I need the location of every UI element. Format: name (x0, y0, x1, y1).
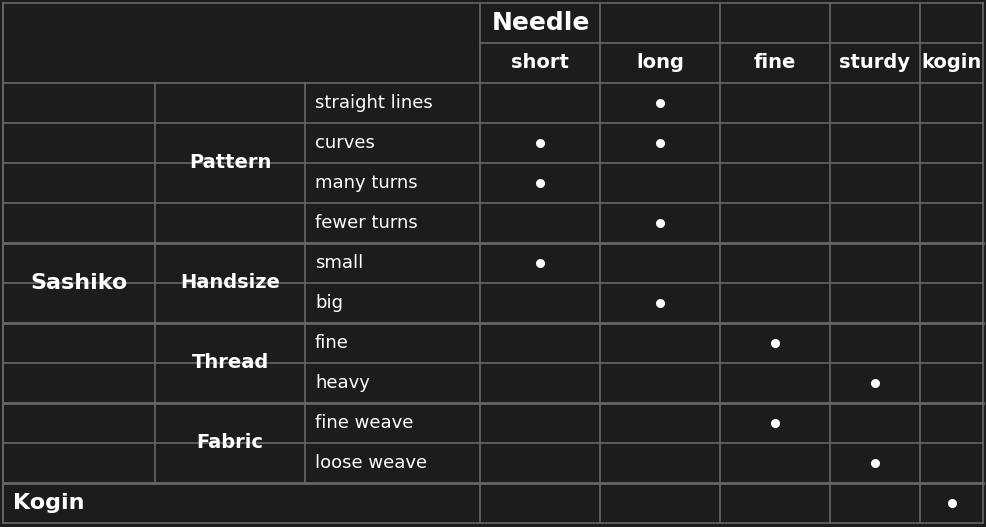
Text: heavy: heavy (315, 374, 370, 392)
Text: short: short (511, 54, 569, 73)
Text: straight lines: straight lines (315, 94, 433, 112)
Text: small: small (315, 254, 363, 272)
Text: Needle: Needle (492, 11, 591, 35)
Text: kogin: kogin (921, 54, 982, 73)
Text: fine: fine (754, 54, 796, 73)
Text: fewer turns: fewer turns (315, 214, 418, 232)
Text: sturdy: sturdy (839, 54, 910, 73)
Text: loose weave: loose weave (315, 454, 427, 472)
Text: curves: curves (315, 134, 375, 152)
Text: Fabric: Fabric (196, 434, 263, 453)
Text: many turns: many turns (315, 174, 418, 192)
Text: Thread: Thread (191, 354, 268, 373)
Text: big: big (315, 294, 343, 312)
Text: fine: fine (315, 334, 349, 352)
Text: Sashiko: Sashiko (31, 273, 127, 293)
Text: long: long (636, 54, 684, 73)
Text: fine weave: fine weave (315, 414, 413, 432)
Text: Handsize: Handsize (180, 274, 280, 292)
Text: Kogin: Kogin (13, 493, 85, 513)
Text: Pattern: Pattern (188, 153, 271, 172)
